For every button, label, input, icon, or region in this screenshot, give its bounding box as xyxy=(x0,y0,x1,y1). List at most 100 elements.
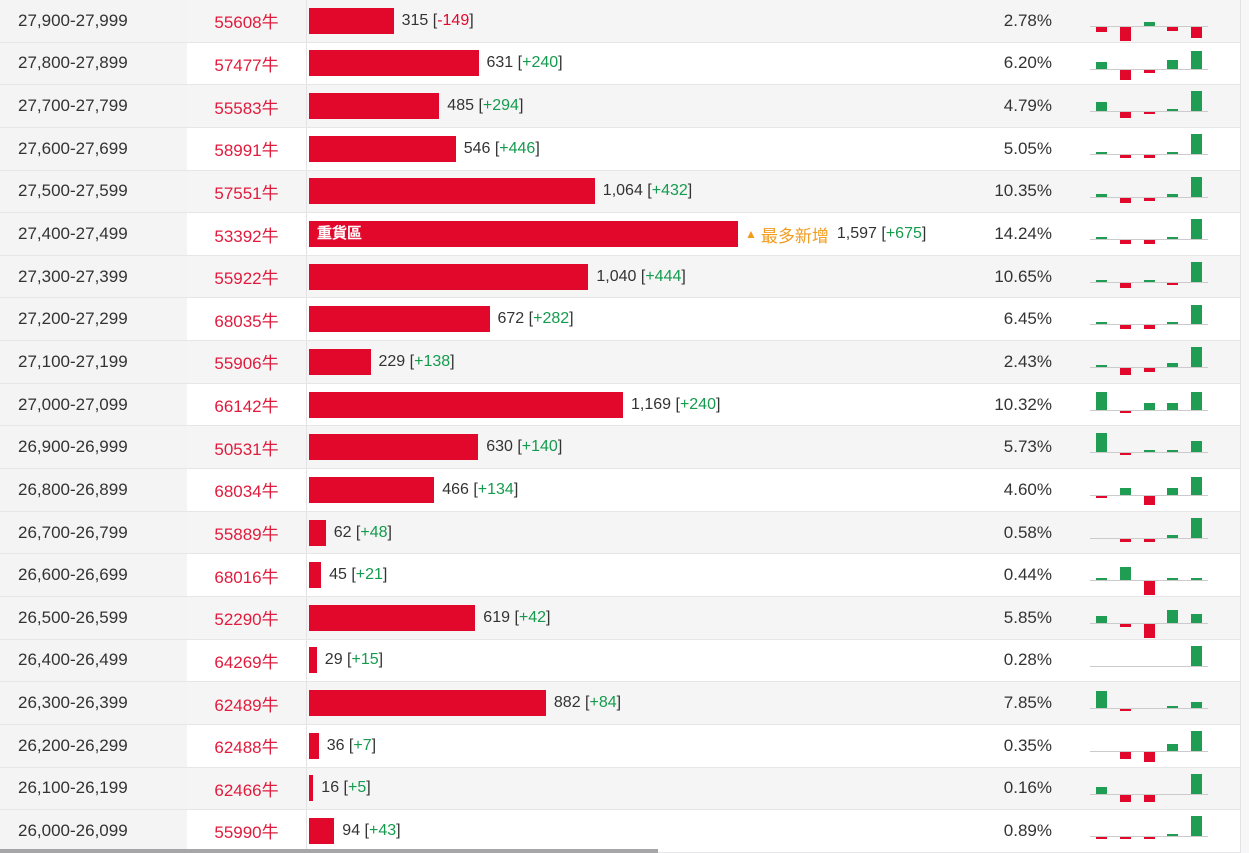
volume-label: 546 [+446] xyxy=(464,140,540,158)
trend-bar xyxy=(1190,441,1202,453)
code-link[interactable]: 66142牛 xyxy=(214,397,279,417)
table-row[interactable]: 27,600-27,699 58991牛 546 [+446] 5.05% xyxy=(0,127,1249,171)
trend-baseline xyxy=(1090,239,1208,241)
table-row[interactable]: 27,800-27,899 57477牛 631 [+240] 6.20% xyxy=(0,42,1249,86)
volume-label: 16 [+5] xyxy=(321,779,370,797)
code-link[interactable]: 53392牛 xyxy=(214,226,279,246)
bar-cell: 1,169 [+240] xyxy=(306,383,956,426)
trend-bar xyxy=(1096,392,1108,410)
code-link[interactable]: 62488牛 xyxy=(214,738,279,758)
mini-trend-chart xyxy=(1090,640,1208,683)
volume-value: 36 [ xyxy=(326,736,354,754)
code-link[interactable]: 55608牛 xyxy=(214,13,279,33)
range-label: 26,100-26,199 xyxy=(18,778,128,798)
percent-value: 2.78% xyxy=(1003,10,1052,30)
trend-baseline xyxy=(1090,750,1208,752)
trend-bar xyxy=(1167,706,1179,709)
mini-trend-chart xyxy=(1090,213,1208,256)
trend-bar xyxy=(1096,102,1108,112)
trend-bar xyxy=(1119,567,1131,581)
trend-chart-cell xyxy=(1090,213,1208,255)
bar-cell: 672 [+282] xyxy=(306,298,956,341)
trend-baseline xyxy=(1090,281,1208,283)
table-row[interactable]: 26,400-26,499 64269牛 29 [+15] 0.28% xyxy=(0,639,1249,683)
code-link[interactable]: 57477牛 xyxy=(214,55,279,75)
trend-bar xyxy=(1096,786,1108,794)
table-row[interactable]: 27,700-27,799 55583牛 485 [+294] 4.79% xyxy=(0,85,1249,128)
table-row[interactable]: 27,900-27,999 55608牛 315 [-149] 2.78% xyxy=(0,0,1249,43)
code-link[interactable]: 55906牛 xyxy=(214,354,279,374)
trend-chart-cell xyxy=(1090,256,1208,298)
percent-value: 14.24% xyxy=(994,224,1052,244)
code-cell: 52290牛 xyxy=(187,597,306,639)
table-row[interactable]: 27,300-27,399 55922牛 1,040 [+444] 10.65% xyxy=(0,255,1249,299)
code-link[interactable]: 50531牛 xyxy=(214,439,279,459)
trend-bar xyxy=(1143,21,1155,26)
trend-bar xyxy=(1190,517,1202,538)
code-link[interactable]: 68034牛 xyxy=(214,482,279,502)
code-link[interactable]: 62489牛 xyxy=(214,695,279,715)
bar-cell: 882 [+84] xyxy=(306,682,956,724)
table-row[interactable]: 27,500-27,599 57551牛 1,064 [+432] 10.35% xyxy=(0,170,1249,214)
trend-bar xyxy=(1143,403,1155,410)
volume-label: 630 [+140] xyxy=(486,438,562,456)
delta-value: +444 xyxy=(645,267,682,285)
mini-trend-chart xyxy=(1090,384,1208,427)
table-row[interactable]: 27,100-27,199 55906牛 229 [+138] 2.43% xyxy=(0,341,1249,384)
table-row[interactable]: 26,900-26,999 50531牛 630 [+140] 5.73% xyxy=(0,426,1249,470)
trend-bar xyxy=(1119,538,1131,543)
trend-bar xyxy=(1167,450,1179,453)
table-row[interactable]: 26,800-26,899 68034牛 466 [+134] 4.60% xyxy=(0,469,1249,512)
code-link[interactable]: 68016牛 xyxy=(214,567,279,587)
volume-label: 882 [+84] xyxy=(554,694,621,712)
table-row[interactable]: 26,000-26,099 55990牛 94 [+43] 0.89% xyxy=(0,810,1249,853)
range-cell: 27,100-27,199 xyxy=(0,341,187,383)
bracket-close: ] xyxy=(558,54,563,72)
bar-cell: 45 [+21] xyxy=(306,554,956,596)
code-link[interactable]: 64269牛 xyxy=(214,652,279,672)
code-link[interactable]: 57551牛 xyxy=(214,183,279,203)
trend-bar xyxy=(1190,347,1202,368)
table-row[interactable]: 26,600-26,699 68016牛 45 [+21] 0.44% xyxy=(0,554,1249,597)
code-link[interactable]: 55990牛 xyxy=(214,823,279,843)
mini-trend-chart xyxy=(1090,554,1208,597)
code-link[interactable]: 55922牛 xyxy=(214,269,279,289)
volume-bar xyxy=(309,263,589,290)
volume-bar xyxy=(309,604,476,631)
triangle-up-icon: ▲ xyxy=(745,227,757,242)
trend-baseline xyxy=(1090,708,1208,710)
code-link[interactable]: 55889牛 xyxy=(214,525,279,544)
code-link[interactable]: 52290牛 xyxy=(214,610,279,630)
percent-cell: 14.24% xyxy=(940,213,1052,255)
trend-baseline xyxy=(1090,367,1208,369)
range-cell: 27,600-27,699 xyxy=(0,127,187,170)
table-row[interactable]: 26,100-26,199 62466牛 16 [+5] 0.16% xyxy=(0,767,1249,811)
volume-label: 485 [+294] xyxy=(447,97,523,115)
code-link[interactable]: 58991牛 xyxy=(214,141,279,161)
trend-bar xyxy=(1190,27,1202,38)
max-increase-label: 最多新增 xyxy=(760,226,829,246)
table-row[interactable]: 26,500-26,599 52290牛 619 [+42] 5.85% xyxy=(0,596,1249,640)
trend-bar xyxy=(1096,27,1108,33)
code-cell: 50531牛 xyxy=(187,426,306,468)
range-cell: 27,800-27,899 xyxy=(0,42,187,85)
volume-label: 315 [-149] xyxy=(402,12,474,30)
table-row[interactable]: 26,300-26,399 62489牛 882 [+84] 7.85% xyxy=(0,682,1249,725)
table-row[interactable]: 26,200-26,299 62488牛 36 [+7] 0.35% xyxy=(0,724,1249,768)
table-row[interactable]: 26,700-26,799 55889牛 62 [+48] 0.58% xyxy=(0,511,1249,555)
code-link[interactable]: 62466牛 xyxy=(214,780,279,800)
horizontal-scrollbar-thumb[interactable] xyxy=(0,849,658,853)
vertical-scrollbar[interactable] xyxy=(1240,0,1249,853)
bracket-close: ] xyxy=(921,225,927,243)
code-link[interactable]: 55583牛 xyxy=(214,98,279,118)
code-link[interactable]: 68035牛 xyxy=(214,311,279,331)
volume-bar xyxy=(309,391,623,418)
volume-value: 882 [ xyxy=(553,694,590,712)
table-row[interactable]: 27,400-27,499 53392牛 重貨區 ▲ 最多新增 1,597 [+675] 1… xyxy=(0,213,1249,256)
table-row[interactable]: 27,000-27,099 66142牛 1,169 [+240] 10.32% xyxy=(0,383,1249,427)
bracket-close: ] xyxy=(366,779,371,797)
table-row[interactable]: 27,200-27,299 68035牛 672 [+282] 6.45% xyxy=(0,298,1249,342)
trend-bar xyxy=(1143,623,1155,638)
percent-cell: 0.16% xyxy=(940,768,1052,810)
bracket-close: ] xyxy=(687,182,693,200)
